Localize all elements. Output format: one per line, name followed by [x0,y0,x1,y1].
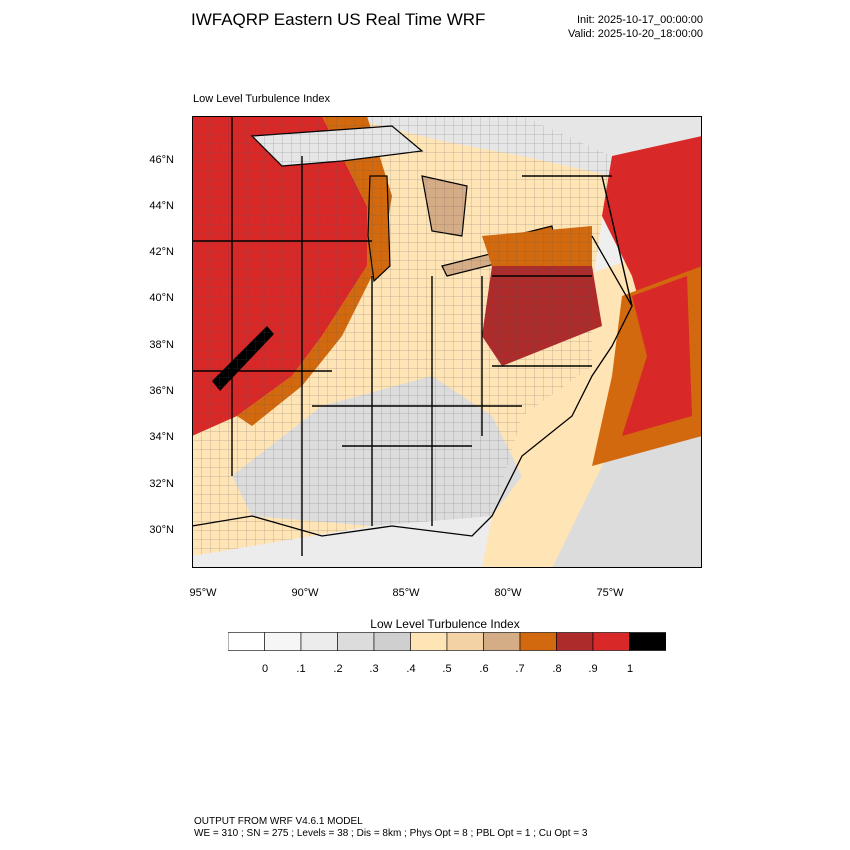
offshore-red [622,276,692,436]
colorbar-title: Low Level Turbulence Index [370,617,520,631]
colorbar-label-0.9: .9 [588,663,598,675]
colorbar-swatch [483,632,521,651]
plot-title: IWFAQRP Eastern US Real Time WRF [191,10,486,29]
lon-label-95: 95°W [189,587,217,599]
field-name: Low Level Turbulence Index [193,93,330,105]
colorbar-swatch [592,632,630,651]
lat-label-40: 40°N [149,292,174,304]
lon-label-75: 75°W [596,587,624,599]
footer-config-line: WE = 310 ; SN = 275 ; Levels = 38 ; Dis … [194,828,588,839]
colorbar-swatch [228,632,265,651]
colorbar-label-1: 1 [626,663,634,675]
colorbar-swatch [519,632,557,651]
colorbar-swatch [337,632,375,651]
footer-model-line: OUTPUT FROM WRF V4.6.1 MODEL [194,816,363,827]
coastline [192,235,633,537]
colorbar-label-0.5: .5 [442,663,452,675]
lat-label-44: 44°N [149,200,174,212]
colorbar-swatch [410,632,448,651]
ocean-field-grey [552,416,702,568]
state-boundaries [192,116,633,556]
colorbar-swatch [629,632,666,651]
valid-time: Valid: 2025-10-20_18:00:00 [568,28,703,40]
colorbar-swatch [373,632,411,651]
colorbar-label-0.6: .6 [479,663,489,675]
lat-label-32: 32°N [149,478,174,490]
colorbar-swatch [264,632,302,651]
colorbar-swatch [556,632,594,651]
colorbar-swatch [446,632,484,651]
colorbar-label-0.1: .1 [296,663,306,675]
colorbar-label-0.8: .8 [552,663,562,675]
colorbar-swatch [300,632,338,651]
lat-label-36: 36°N [149,385,174,397]
lon-label-90: 90°W [291,587,319,599]
lat-label-42: 42°N [149,246,174,258]
lat-label-38: 38°N [149,339,174,351]
lat-label-34: 34°N [149,431,174,443]
init-time: Init: 2025-10-17_00:00:00 [577,14,703,26]
lat-label-46: 46°N [149,154,174,166]
colorbar-label-0.3: .3 [369,663,379,675]
lat-label-30: 30°N [149,524,174,536]
colorbar [228,632,666,651]
colorbar-label-0: 0 [261,663,269,675]
colorbar-label-0.2: .2 [333,663,343,675]
lon-label-80: 80°W [494,587,522,599]
county-lines [192,116,612,556]
colorbar-label-0.7: .7 [515,663,525,675]
lon-label-85: 85°W [392,587,420,599]
map-panel [192,116,702,568]
colorbar-label-0.4: .4 [406,663,416,675]
map-border [192,116,702,568]
